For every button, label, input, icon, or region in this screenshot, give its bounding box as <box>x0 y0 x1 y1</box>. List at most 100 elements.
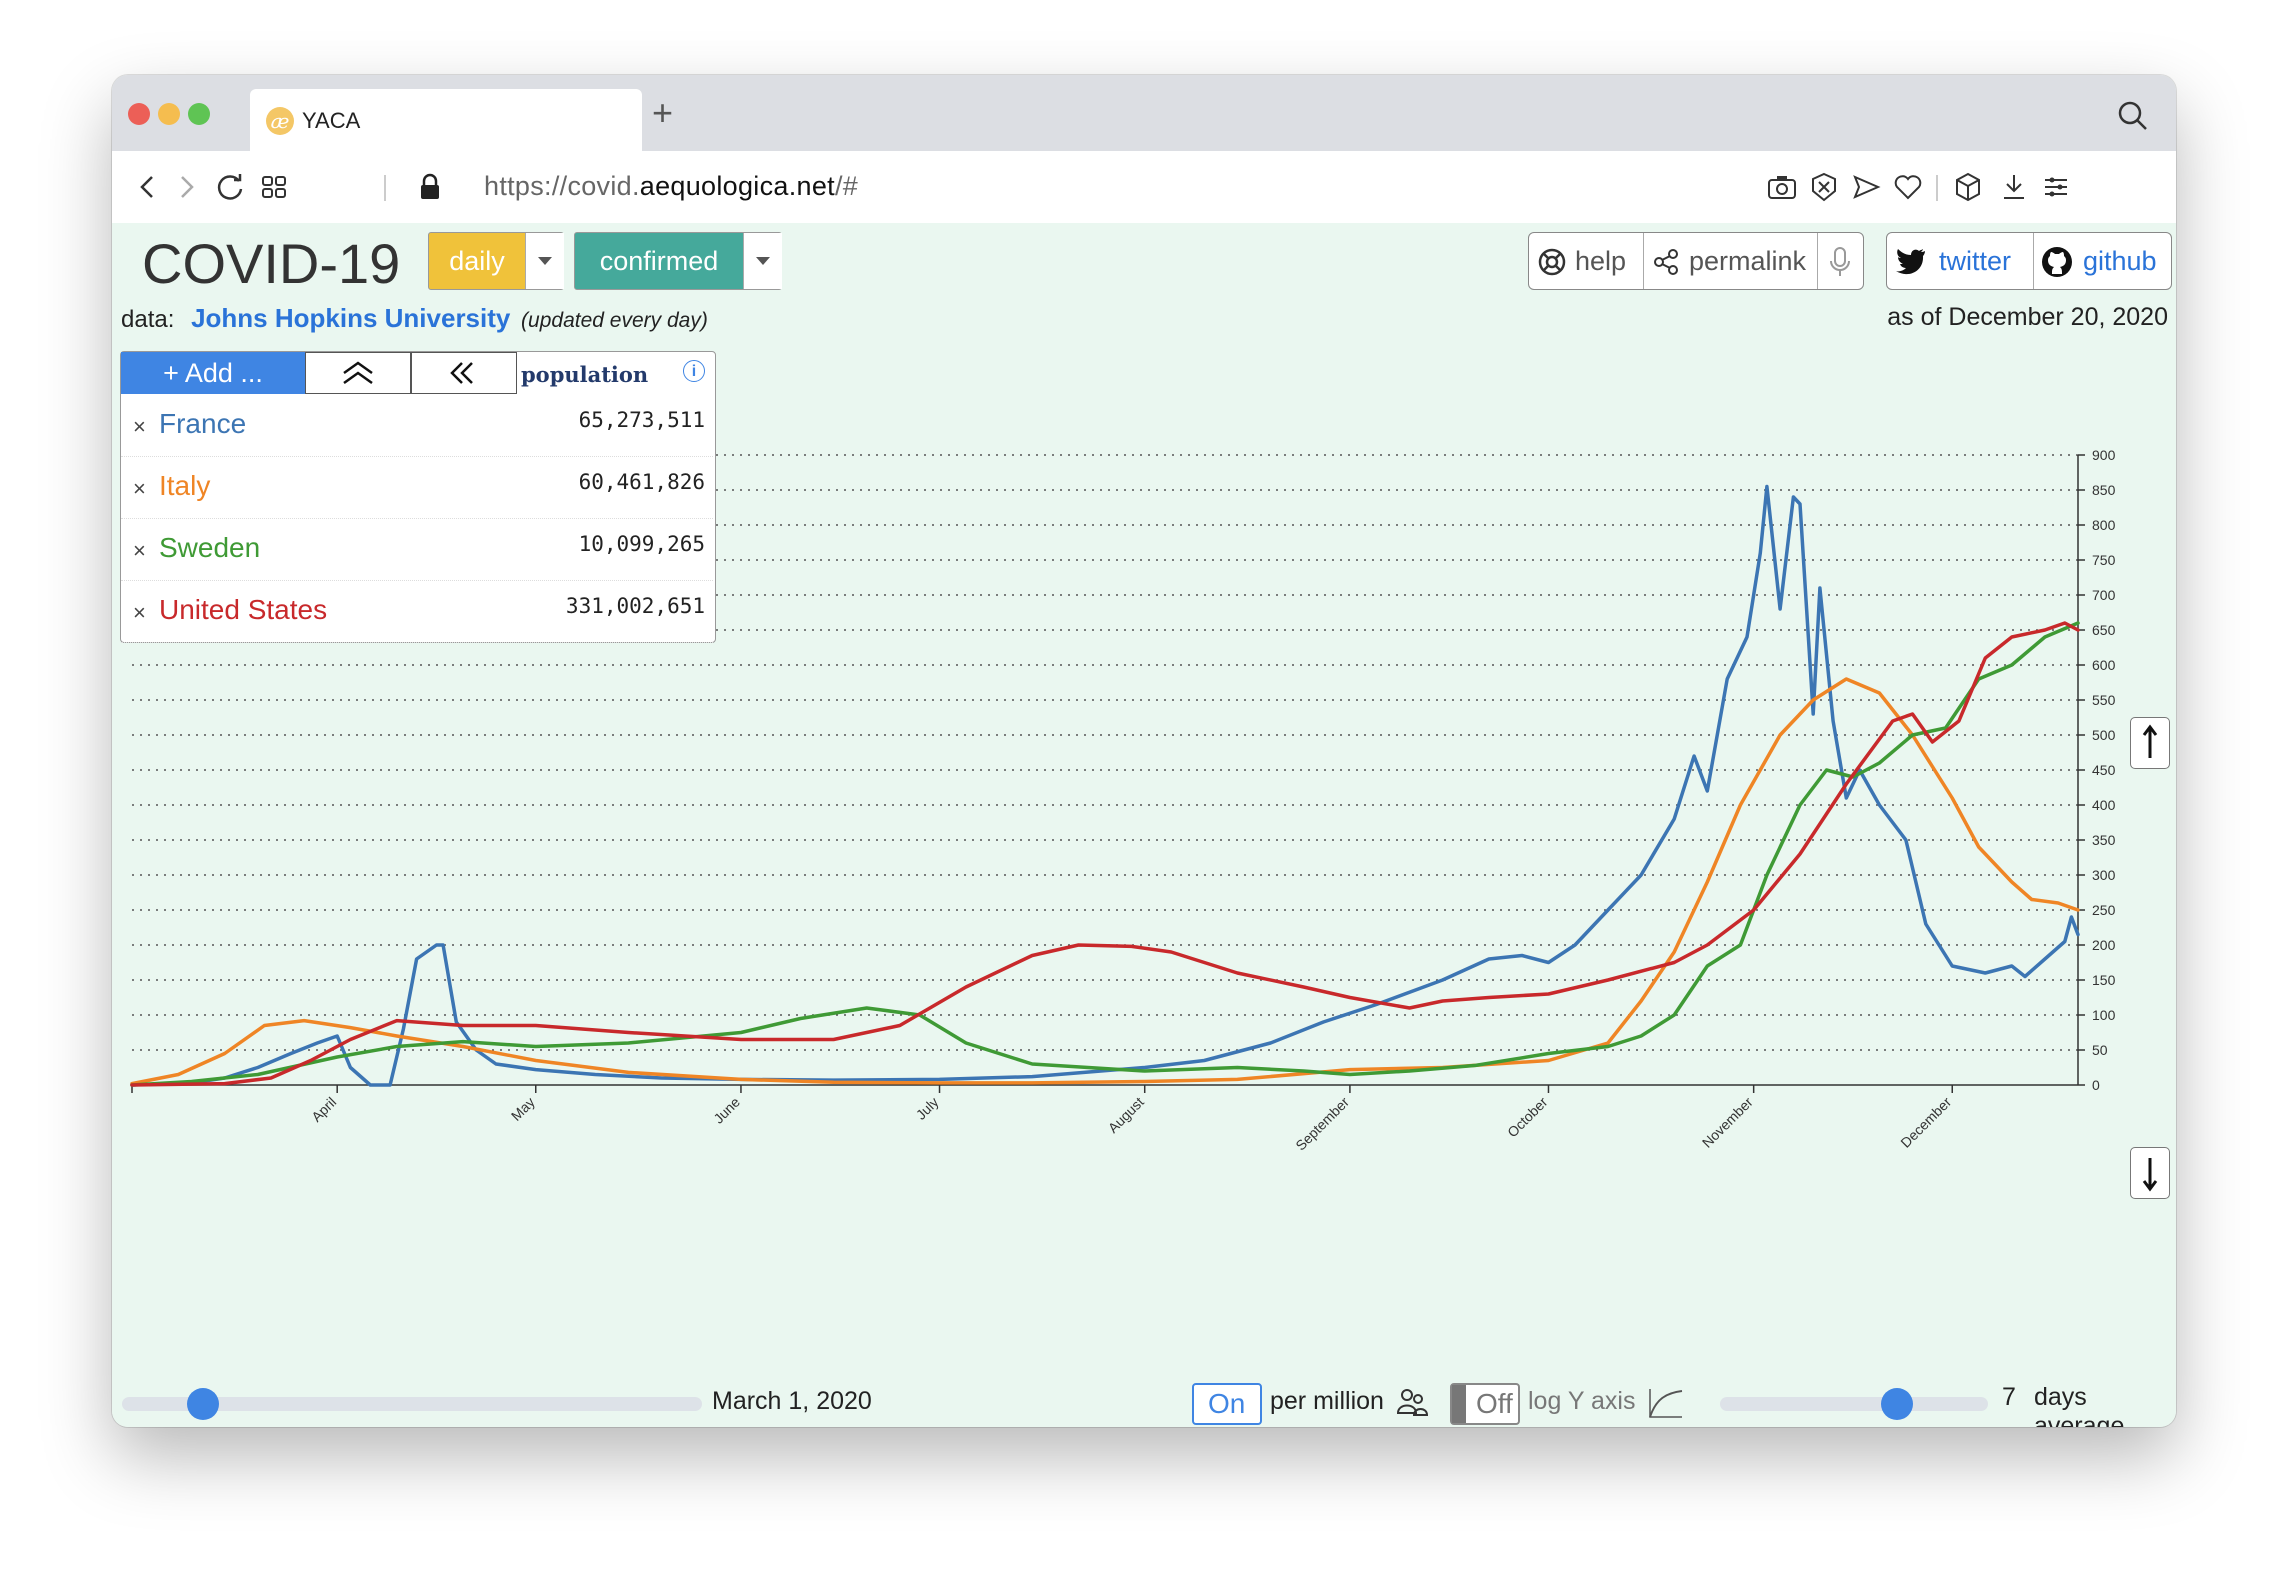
series-line-united-states <box>130 621 2080 1087</box>
app-title: COVID-19 <box>142 232 401 295</box>
scale-down-button[interactable] <box>2130 1147 2170 1199</box>
covid-line-chart: 0 50 100 150 200 250 300 350 400 450 500 550 600 650 7… <box>130 447 2116 1154</box>
x-tick-label: December <box>1897 1094 1954 1151</box>
github-button[interactable]: github <box>2033 233 2171 289</box>
github-label: github <box>2083 246 2157 276</box>
reload-icon[interactable] <box>212 169 248 205</box>
data-source-line: data: Johns Hopkins University (updated … <box>121 303 708 334</box>
remove-country-icon[interactable]: × <box>133 538 146 563</box>
new-tab-button[interactable]: + <box>652 92 674 133</box>
y-tick-label: 650 <box>2092 622 2116 638</box>
per-million-toggle[interactable]: On <box>1192 1383 1262 1425</box>
remove-country-icon[interactable]: × <box>133 476 146 501</box>
x-tick-label: May <box>508 1094 538 1124</box>
close-window-button[interactable] <box>128 103 150 125</box>
toolbar-divider <box>1936 175 1938 201</box>
x-tick-label: April <box>308 1094 339 1125</box>
browser-window: æ YACA + https://covid.aequologica.net/#… <box>112 75 2176 1427</box>
share-icon <box>1654 249 1678 275</box>
period-dropdown-label: daily <box>449 246 505 276</box>
y-tick-label: 50 <box>2092 1042 2108 1058</box>
help-label: help <box>1575 246 1627 276</box>
app-content: COVID-19 daily confirmed help permalink <box>112 223 2176 1427</box>
y-tick-label: 750 <box>2092 552 2116 568</box>
camera-icon[interactable] <box>1764 169 1800 205</box>
country-name[interactable]: Sweden <box>159 532 261 563</box>
help-button[interactable]: help <box>1529 233 1644 289</box>
remove-country-icon[interactable]: × <box>133 600 146 625</box>
url-field[interactable]: https://covid.aequologica.net/# <box>484 171 858 202</box>
menu-icon[interactable] <box>2038 169 2074 205</box>
collapse-up-button[interactable] <box>305 352 411 394</box>
download-icon[interactable] <box>1996 169 2032 205</box>
y-axis: 0 50 100 150 200 250 300 350 400 450 500 550 600 650 7… <box>2077 447 2116 1093</box>
start-date-label: March 1, 2020 <box>712 1387 872 1415</box>
as-of-date: as of December 20, 2020 <box>1887 303 2168 331</box>
tab-grid-icon[interactable] <box>256 169 292 205</box>
y-tick-label: 800 <box>2092 517 2116 533</box>
collapse-left-button[interactable] <box>411 352 517 394</box>
info-icon[interactable]: i <box>683 360 705 382</box>
series-line-france <box>130 484 2080 1087</box>
minimize-window-button[interactable] <box>158 103 180 125</box>
social-toolbar: twitter github <box>1886 232 2172 290</box>
y-tick-label: 550 <box>2092 692 2116 708</box>
permalink-button[interactable]: permalink <box>1643 233 1818 289</box>
adblock-icon[interactable] <box>1806 169 1842 205</box>
country-name[interactable]: France <box>159 408 247 439</box>
y-tick-label: 600 <box>2092 657 2116 673</box>
maximize-window-button[interactable] <box>188 103 210 125</box>
y-tick-label: 100 <box>2092 1007 2116 1023</box>
period-dropdown[interactable]: daily <box>428 232 564 290</box>
x-tick-label: August <box>1105 1094 1147 1136</box>
country-name[interactable]: Italy <box>159 470 211 501</box>
send-icon[interactable] <box>1848 169 1884 205</box>
forward-arrow-icon[interactable] <box>168 169 204 205</box>
y-tick-label: 900 <box>2092 447 2116 463</box>
scale-up-button[interactable] <box>2130 717 2170 769</box>
country-name[interactable]: United States <box>159 594 328 625</box>
population-column-header[interactable]: population <box>521 362 649 387</box>
average-slider[interactable] <box>1720 1397 1988 1411</box>
data-prefix: data: <box>121 306 175 333</box>
country-row: × Sweden 10,099,265 <box>121 520 713 581</box>
back-arrow-icon[interactable] <box>130 169 166 205</box>
x-tick-label: September <box>1292 1094 1352 1154</box>
double-chevron-up-icon <box>343 361 373 385</box>
heart-icon[interactable] <box>1890 169 1926 205</box>
toggle-knob <box>1452 1385 1466 1423</box>
country-row: × United States 331,002,651 <box>121 582 713 643</box>
microphone-button[interactable] <box>1817 233 1863 289</box>
search-icon[interactable] <box>2116 99 2150 133</box>
log-axis-state: Off <box>1476 1388 1513 1419</box>
average-slider-thumb[interactable] <box>1880 1388 1913 1420</box>
country-panel: + Add ... population i × France 65,273,511… <box>120 351 716 643</box>
y-tick-label: 400 <box>2092 797 2116 813</box>
twitter-button[interactable]: twitter <box>1887 233 2034 289</box>
average-days-label: days average <box>2034 1383 2125 1427</box>
chevron-down-icon <box>743 233 782 289</box>
per-million-label: per million <box>1270 1387 1384 1415</box>
update-note: (updated every day) <box>521 309 708 332</box>
permalink-label: permalink <box>1689 246 1807 276</box>
x-tick-label: November <box>1699 1094 1756 1151</box>
lock-icon <box>421 173 439 199</box>
remove-country-icon[interactable]: × <box>133 414 146 439</box>
y-tick-label: 450 <box>2092 762 2116 778</box>
country-population: 65,273,511 <box>578 408 705 432</box>
address-bar: https://covid.aequologica.net/# <box>112 151 2176 224</box>
start-date-slider-thumb[interactable] <box>187 1388 220 1420</box>
y-tick-label: 700 <box>2092 587 2116 603</box>
browser-tab[interactable]: æ YACA <box>250 89 642 151</box>
twitter-bird-icon <box>1896 249 1925 275</box>
x-tick-label: June <box>710 1094 743 1127</box>
log-axis-toggle[interactable]: Off <box>1450 1383 1520 1425</box>
metric-dropdown[interactable]: confirmed <box>574 232 782 290</box>
arrow-up-icon <box>2142 724 2158 758</box>
add-country-button[interactable]: + Add ... <box>121 352 305 394</box>
url-domain: aequologica.net <box>639 171 835 201</box>
double-chevron-left-icon <box>450 362 473 384</box>
data-source-link[interactable]: Johns Hopkins University <box>191 303 511 333</box>
start-date-slider[interactable] <box>122 1397 702 1411</box>
box-icon[interactable] <box>1950 169 1986 205</box>
